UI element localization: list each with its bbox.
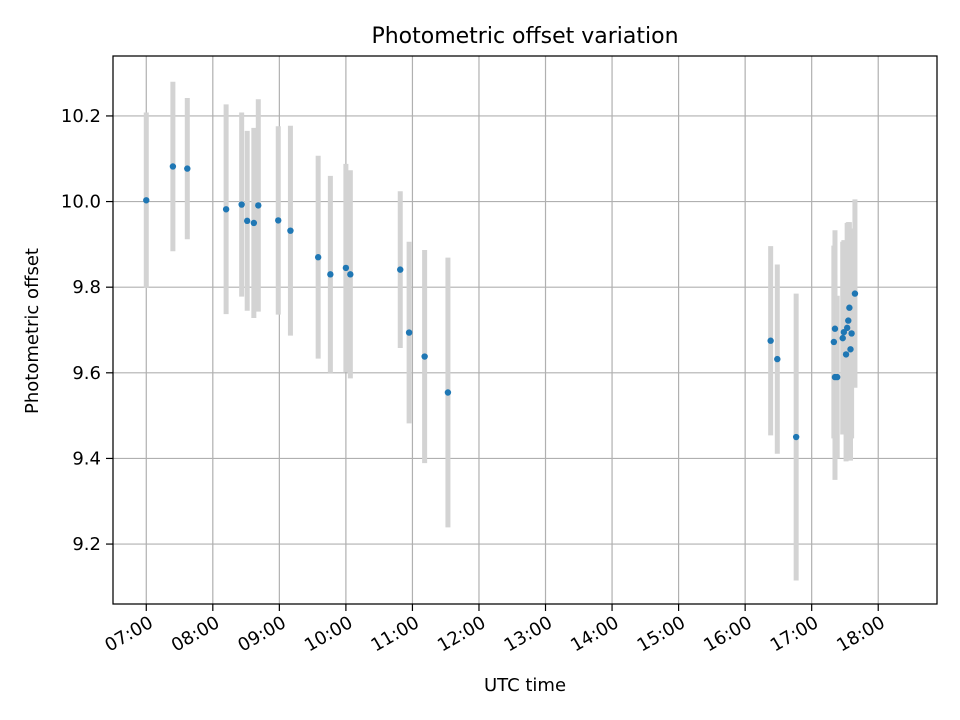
data-point xyxy=(774,355,781,363)
y-tick-label: 9.6 xyxy=(72,363,101,384)
data-point xyxy=(767,337,774,344)
data-point xyxy=(342,264,350,272)
x-tick-label: 17:00 xyxy=(767,612,822,656)
y-tick-label: 10.0 xyxy=(61,192,101,213)
data-point xyxy=(275,217,282,224)
x-tick-label: 15:00 xyxy=(634,612,689,656)
data-point xyxy=(327,271,334,278)
y-tick-label: 10.2 xyxy=(61,106,101,127)
data-point xyxy=(847,346,854,353)
x-tick-label: 09:00 xyxy=(234,612,289,656)
data-point xyxy=(845,317,852,324)
data-point xyxy=(843,324,851,332)
data-point xyxy=(397,266,404,273)
data-point xyxy=(831,325,839,332)
x-tick-label: 16:00 xyxy=(700,612,755,656)
data-point xyxy=(846,304,853,311)
data-point xyxy=(255,202,262,209)
chart-title: Photometric offset variation xyxy=(371,24,678,49)
x-tick-label: 10:00 xyxy=(301,612,356,656)
y-tick-label: 9.8 xyxy=(72,277,101,298)
data-point xyxy=(287,227,294,234)
x-tick-label: 14:00 xyxy=(567,612,622,656)
y-axis-label: Photometric offset xyxy=(22,248,43,414)
data-point xyxy=(830,338,838,346)
x-tick-label: 08:00 xyxy=(168,612,223,656)
x-tick-label: 13:00 xyxy=(501,612,556,656)
data-point xyxy=(833,373,841,381)
data-point xyxy=(792,433,800,441)
data-point xyxy=(347,271,354,278)
data-point xyxy=(839,334,846,342)
x-tick-label: 18:00 xyxy=(833,612,888,656)
data-point xyxy=(851,290,859,297)
x-tick-label: 11:00 xyxy=(368,612,423,656)
data-point xyxy=(250,219,258,227)
data-point xyxy=(314,254,322,261)
x-tick-label: 12:00 xyxy=(434,612,489,656)
x-axis-label: UTC time xyxy=(484,675,566,696)
data-point xyxy=(848,330,855,337)
data-point xyxy=(243,217,251,225)
data-point xyxy=(169,163,177,170)
plot-frame xyxy=(112,55,938,605)
data-point xyxy=(405,329,413,336)
data-point xyxy=(238,201,245,208)
data-point xyxy=(222,206,230,213)
data-point xyxy=(421,353,428,360)
data-points xyxy=(143,163,859,441)
data-point xyxy=(143,197,150,204)
x-tick-label: 07:00 xyxy=(101,612,156,656)
y-tick-label: 9.2 xyxy=(72,534,101,555)
y-tick-label: 9.4 xyxy=(72,448,101,469)
grid xyxy=(113,56,937,604)
data-point xyxy=(444,389,452,396)
error-bars xyxy=(143,81,858,581)
data-point xyxy=(842,351,850,358)
data-point xyxy=(184,165,191,172)
